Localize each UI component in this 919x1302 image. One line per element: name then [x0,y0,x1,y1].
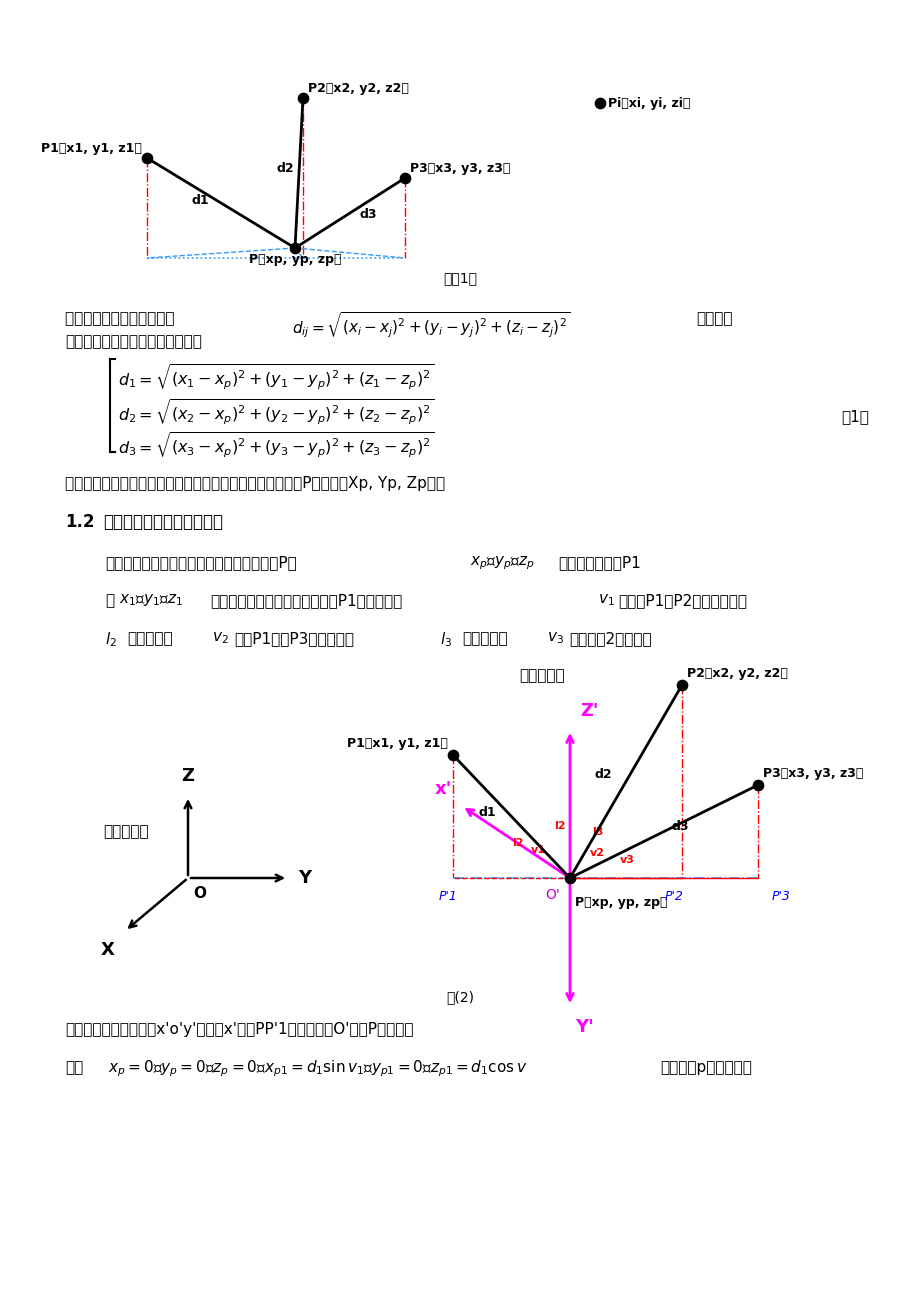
Text: P1（x1, y1, z1）: P1（x1, y1, z1） [346,737,448,750]
Text: 知条件组成一个三元二次方程组：: 知条件组成一个三元二次方程组： [65,335,201,349]
Text: Y': Y' [574,1018,593,1036]
Text: Z': Z' [579,702,598,720]
Text: Z: Z [181,767,194,785]
Text: $v_2$: $v_2$ [211,630,229,646]
Text: ，可由已: ，可由已 [696,311,732,326]
Text: P'3: P'3 [771,891,790,904]
Text: d2: d2 [594,767,611,780]
Text: $l_3$: $l_3$ [439,630,451,648]
Text: l2: l2 [512,838,523,848]
Text: 仪器坐标系: 仪器坐标系 [518,668,564,684]
Text: 图（1）: 图（1） [443,271,476,285]
Text: d1: d1 [191,194,209,207]
Text: （1）: （1） [840,409,868,424]
Text: l2: l2 [553,822,565,831]
Text: ）作测站点，点P1: ）作测站点，点P1 [558,555,640,570]
Text: 变形监测的基本工作原理：: 变形监测的基本工作原理： [103,513,222,531]
Text: P2（x2, y2, z2）: P2（x2, y2, z2） [308,82,408,95]
Point [562,867,577,888]
Text: ，垂直角为: ，垂直角为 [127,631,173,646]
Text: v1: v1 [530,845,545,855]
Text: ）作后视点。假设仪器所测：点P1的垂直角为: ）作后视点。假设仪器所测：点P1的垂直角为 [210,592,402,608]
Text: O: O [193,885,206,901]
Text: 已知坐标系: 已知坐标系 [103,824,149,840]
Text: 设计程序，利用线性化迭代求解此方程组，即可得出未知点P的坐标（Xp, Yp, Zp）。: 设计程序，利用线性化迭代求解此方程组，即可得出未知点P的坐标（Xp, Yp, Z… [65,477,445,491]
Text: v3: v3 [619,855,634,865]
Text: （: （ [105,592,114,608]
Point [295,87,310,108]
Text: $x_p$，$y_p$，$z_p$: $x_p$，$y_p$，$z_p$ [470,553,534,572]
Text: 1.2: 1.2 [65,513,95,531]
Point [288,237,302,258]
Text: l3: l3 [592,827,603,837]
Text: $l_2$: $l_2$ [105,630,117,648]
Text: ，点P1到点P3的水平角为: ，点P1到点P3的水平角为 [233,631,354,646]
Text: X: X [101,941,115,960]
Text: Y: Y [298,868,311,887]
Text: P（xp, yp, zp）: P（xp, yp, zp） [574,896,667,909]
Text: ，从点P1点P2到的水平角为: ，从点P1点P2到的水平角为 [618,592,746,608]
Point [750,775,765,796]
Text: 。（下标p表示的是假: 。（下标p表示的是假 [659,1060,751,1075]
Text: d2: d2 [276,161,293,174]
Text: P'2: P'2 [664,891,683,904]
Text: P3（x3, y3, z3）: P3（x3, y3, z3） [410,161,510,174]
Text: 在仪器测边求出仪器所在点的坐标后，取点P（: 在仪器测边求出仪器所在点的坐标后，取点P（ [105,555,297,570]
Point [397,168,412,189]
Text: d1: d1 [478,806,495,819]
Text: $v_3$: $v_3$ [547,630,563,646]
Text: d3: d3 [359,208,377,221]
Text: $x_p=0$，$y_p=0$，$z_p=0$；$x_{p1}=d_1\sin v_1$，$y_{p1}=0$，$z_{p1}=d_1\cos v$: $x_p=0$，$y_p=0$，$z_p=0$；$x_{p1}=d_1\sin … [108,1059,527,1078]
Text: $x_1$，$y_1$，$z_1$: $x_1$，$y_1$，$z_1$ [119,592,183,608]
Text: x': x' [435,780,451,798]
Text: 。如图（2）所示。: 。如图（2）所示。 [568,631,651,646]
Text: P1（x1, y1, z1）: P1（x1, y1, z1） [41,142,142,155]
Text: $d_{ij} = \sqrt{(x_i-x_j)^2+(y_i-y_j)^2+(z_i-z_j)^2}$: $d_{ij} = \sqrt{(x_i-x_j)^2+(y_i-y_j)^2+… [291,310,570,340]
Point [445,745,460,766]
Text: 图(2): 图(2) [446,990,473,1004]
Text: O': O' [545,888,560,902]
Text: $d_1 = \sqrt{(x_1-x_p)^2+(y_1-y_p)^2+(z_1-z_p)^2}$: $d_1 = \sqrt{(x_1-x_p)^2+(y_1-y_p)^2+(z_… [118,362,434,392]
Text: Pi（xi, yi, zi）: Pi（xi, yi, zi） [607,96,689,109]
Text: v2: v2 [589,848,605,858]
Text: ，重直角为: ，重直角为 [461,631,507,646]
Text: 有：: 有： [65,1060,83,1075]
Text: $v_1$: $v_1$ [597,592,614,608]
Text: $d_3 = \sqrt{(x_3-x_p)^2+(y_3-y_p)^2+(z_3-z_p)^2}$: $d_3 = \sqrt{(x_3-x_p)^2+(y_3-y_p)^2+(z_… [118,430,434,460]
Point [140,147,154,168]
Text: P3（x3, y3, z3）: P3（x3, y3, z3） [762,767,862,780]
Text: d3: d3 [671,820,688,833]
Text: P2（x2, y2, z2）: P2（x2, y2, z2） [686,667,787,680]
Text: P（xp, yp, zp）: P（xp, yp, zp） [248,253,341,266]
Text: 为了计算简便，我们取x'o'y'平面中x'轴与PP'1重合，原点O'与点P重合，则: 为了计算简便，我们取x'o'y'平面中x'轴与PP'1重合，原点O'与点P重合，… [65,1022,413,1036]
Point [674,674,688,695]
Text: 由空间任意两点的距离公式: 由空间任意两点的距离公式 [65,311,179,326]
Text: $d_2 = \sqrt{(x_2-x_p)^2+(y_2-y_p)^2+(z_2-z_p)^2}$: $d_2 = \sqrt{(x_2-x_p)^2+(y_2-y_p)^2+(z_… [118,397,434,427]
Text: P'1: P'1 [438,891,457,904]
Point [592,92,607,113]
